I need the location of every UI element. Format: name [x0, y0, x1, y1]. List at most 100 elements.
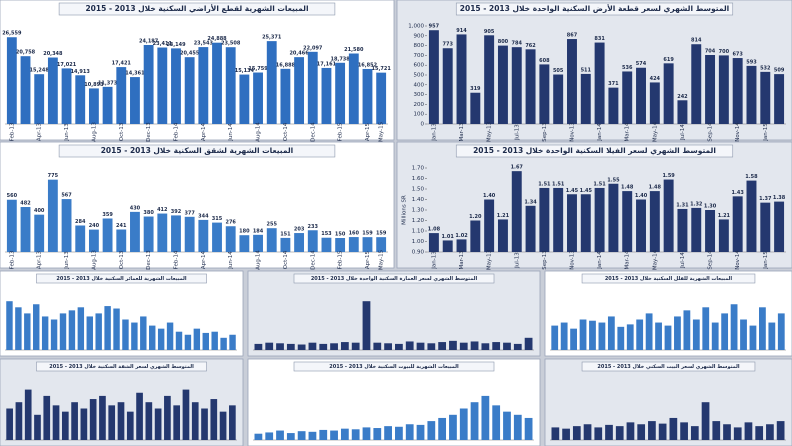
- bar: [481, 395, 490, 440]
- bar: [732, 58, 743, 124]
- y-tick-label: 100: [414, 112, 425, 118]
- value-label: 867: [567, 33, 578, 39]
- value-label: 276: [225, 220, 236, 226]
- bar: [77, 307, 85, 350]
- bar: [572, 426, 581, 440]
- bar: [335, 238, 346, 252]
- value-label: 700: [719, 49, 730, 55]
- bar: [395, 343, 403, 350]
- bar: [746, 180, 757, 252]
- value-label: 18,738: [330, 56, 350, 62]
- value-label: 1.43: [732, 190, 745, 196]
- bar: [774, 201, 785, 252]
- value-label: 1.32: [690, 201, 703, 207]
- x-tick-label: Nov-13: [569, 250, 575, 270]
- bar: [117, 402, 125, 440]
- panel-background: [247, 358, 541, 446]
- bar: [456, 239, 467, 252]
- bar: [567, 194, 577, 252]
- value-label: 233: [308, 224, 319, 230]
- x-tick-label: Jul-14: [680, 124, 686, 141]
- bar: [691, 207, 702, 252]
- bar: [664, 325, 672, 350]
- bar: [705, 55, 716, 125]
- bar: [760, 71, 771, 124]
- bar: [702, 307, 710, 350]
- bar: [166, 322, 174, 350]
- value-label: 536: [622, 65, 633, 71]
- bar: [20, 56, 31, 124]
- bar: [149, 325, 156, 350]
- bar: [116, 67, 127, 124]
- bar: [626, 324, 634, 350]
- bar: [143, 216, 154, 252]
- bar: [6, 301, 13, 350]
- bar: [41, 316, 49, 350]
- x-tick-label: Apr-13: [37, 122, 43, 141]
- value-label: 1.67: [511, 165, 524, 171]
- value-label: 567: [61, 193, 72, 199]
- value-label: 762: [525, 43, 536, 49]
- value-label: 151: [280, 231, 291, 237]
- value-label: 23,543: [194, 41, 214, 47]
- value-label: 159: [376, 231, 387, 237]
- bar: [690, 426, 699, 440]
- bar: [108, 405, 116, 440]
- chart-panel: المتوسط الشهري لسعر قطعة الأرض السكنية ا…: [396, 0, 792, 142]
- panel-background: [0, 0, 395, 141]
- bar: [718, 219, 729, 252]
- bar: [61, 411, 69, 440]
- chart-title: المتوسط الشهري لسعر قطعة الأرض السكنية ا…: [460, 4, 729, 13]
- chart-title: المتوسط الشهري لسعر البيت السكني خلال 20…: [597, 364, 739, 370]
- bar: [766, 424, 774, 440]
- bar: [171, 215, 181, 252]
- value-label: 20,348: [43, 51, 63, 57]
- bar: [384, 343, 392, 350]
- bar: [239, 74, 250, 124]
- x-tick-label: May-15: [379, 121, 385, 142]
- value-label: 1.21: [497, 213, 510, 219]
- chart-panel: المبيعات الشهرية للفلل السكنية خلال 2013…: [544, 270, 792, 357]
- x-tick-label: Apr-13: [37, 250, 43, 269]
- x-tick-label: Sep-14: [708, 122, 714, 142]
- value-label: 180: [239, 229, 250, 235]
- value-label: 430: [130, 205, 141, 211]
- x-tick-label: May-14: [652, 121, 658, 142]
- value-label: 17,161: [317, 61, 337, 67]
- bar: [416, 342, 425, 350]
- bar: [99, 395, 106, 440]
- bar: [539, 64, 550, 124]
- x-tick-label: Feb-14: [173, 250, 179, 269]
- x-tick-label: Jan-13: [431, 251, 437, 270]
- bar: [68, 310, 76, 350]
- value-label: 532: [760, 65, 771, 71]
- bar: [6, 408, 13, 440]
- value-label: 673: [732, 52, 743, 58]
- bar: [723, 424, 731, 440]
- value-label: 16,852: [358, 62, 378, 68]
- bar: [513, 343, 522, 350]
- value-label: 22,097: [303, 45, 323, 51]
- bar: [253, 234, 263, 252]
- bar: [225, 226, 236, 252]
- bar: [130, 211, 140, 252]
- bar: [52, 405, 60, 440]
- bar: [428, 233, 439, 252]
- bar: [691, 44, 702, 125]
- title-box: [58, 2, 336, 16]
- value-label: 16,888: [276, 62, 296, 68]
- x-tick-label: May-13: [487, 249, 493, 270]
- bar: [362, 427, 371, 440]
- bar: [71, 402, 78, 440]
- x-tick-label: Dec-14: [310, 250, 316, 270]
- bar: [266, 228, 277, 252]
- bar: [157, 47, 168, 125]
- bar: [95, 313, 102, 350]
- y-tick-label: 1.50: [412, 187, 425, 193]
- chart-panel: المتوسط الشهري لسعر الشقة السكنية خلال 2…: [0, 358, 244, 446]
- bar: [198, 47, 209, 124]
- chart-title: المتوسط الشهري لسعر الفيلا السكنية الواح…: [473, 146, 716, 155]
- bar: [718, 55, 729, 124]
- bar: [307, 230, 318, 252]
- x-tick-label: Feb-15: [338, 250, 344, 269]
